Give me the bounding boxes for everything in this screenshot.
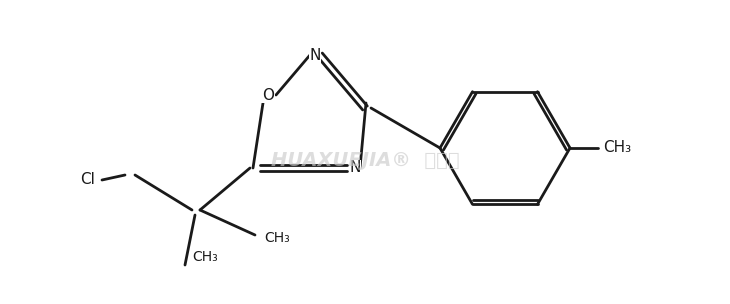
Text: CH₃: CH₃	[603, 140, 631, 156]
Text: HUAXUEJIA®  化学加: HUAXUEJIA® 化学加	[271, 150, 459, 170]
Text: O: O	[262, 88, 274, 102]
Text: Cl: Cl	[80, 172, 96, 188]
Text: N: N	[350, 161, 361, 175]
Text: N: N	[310, 47, 320, 63]
Text: CH₃: CH₃	[264, 231, 290, 245]
Text: CH₃: CH₃	[192, 250, 218, 264]
